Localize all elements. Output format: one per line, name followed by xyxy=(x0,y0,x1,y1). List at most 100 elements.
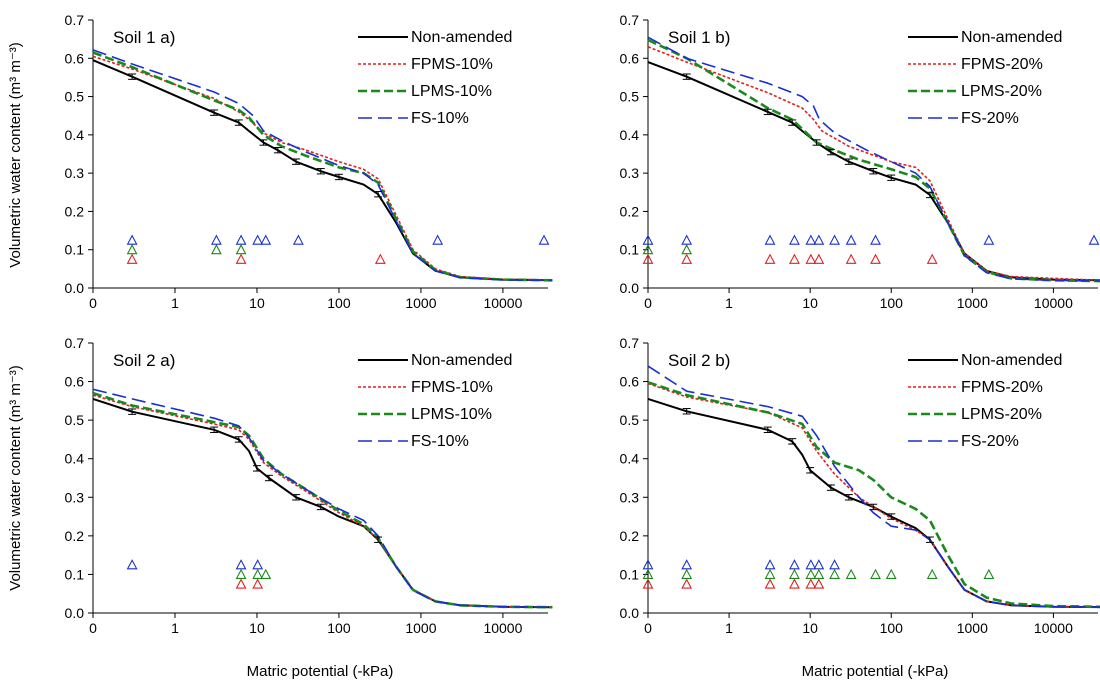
legend-label: FS-20% xyxy=(961,433,1019,450)
triangle-marker xyxy=(764,253,776,264)
triangle-marker xyxy=(805,559,817,570)
y-axis-title-top: Volumetric water content (m³ m⁻³) xyxy=(7,42,24,267)
triangle-marker xyxy=(870,568,881,579)
x-tick-label: 100 xyxy=(880,295,904,311)
triangle-marker xyxy=(235,253,247,264)
series-line-fs-10- xyxy=(92,388,553,608)
triangle-marker xyxy=(926,568,938,579)
triangle-marker xyxy=(764,234,776,245)
triangle-marker xyxy=(813,568,825,579)
legend-label: FS-20% xyxy=(961,110,1019,127)
triangle-marker xyxy=(292,234,304,245)
triangle-marker xyxy=(805,568,817,579)
legend-label: Non-amended xyxy=(961,29,1062,46)
legend-label: LPMS-20% xyxy=(961,83,1042,100)
triangle-marker xyxy=(210,244,222,255)
triangle-marker xyxy=(235,559,247,570)
triangle-marker xyxy=(681,244,693,255)
y-tick-label: 0.3 xyxy=(65,489,85,505)
y-tick-label: 0.6 xyxy=(620,374,640,390)
x-tick-label: 10 xyxy=(802,295,818,311)
y-tick-label: 0.4 xyxy=(620,127,640,143)
y-tick-label: 0.7 xyxy=(65,12,85,28)
x-tick-label: 0 xyxy=(89,295,97,311)
legend-label: Non-amended xyxy=(411,29,512,46)
x-tick-label: 1000 xyxy=(957,620,988,636)
legend-label: FPMS-10% xyxy=(411,56,493,73)
x-axis-title-left: Matric potential (-kPa) xyxy=(247,663,394,680)
series-line-lpms-20- xyxy=(647,381,1100,609)
y-tick-label: 0.2 xyxy=(620,528,640,544)
triangle-marker xyxy=(789,234,800,245)
y-tick-label: 0.7 xyxy=(65,335,85,351)
x-tick-label: 0 xyxy=(644,295,652,311)
legend-label: LPMS-10% xyxy=(411,83,492,100)
legend-label: LPMS-20% xyxy=(961,406,1042,423)
panel-title: Soil 1 a) xyxy=(113,28,175,47)
legend-label: FPMS-20% xyxy=(961,379,1043,396)
triangle-marker xyxy=(870,234,881,245)
triangle-marker xyxy=(260,234,272,245)
triangle-marker xyxy=(885,568,897,579)
panel-title: Soil 2 b) xyxy=(668,351,730,370)
triangle-marker xyxy=(681,253,693,264)
triangle-marker xyxy=(764,559,776,570)
x-tick-label: 10000 xyxy=(483,620,522,636)
y-tick-label: 0.5 xyxy=(620,89,640,105)
x-tick-label: 10000 xyxy=(1034,295,1073,311)
triangle-marker xyxy=(789,568,800,579)
triangle-marker xyxy=(235,578,247,589)
series-line-fs-20- xyxy=(647,365,1100,608)
triangle-marker xyxy=(829,559,840,570)
triangle-marker xyxy=(252,578,264,589)
y-tick-label: 0.2 xyxy=(65,203,85,219)
chart-panel-2: 0.0 0.1 0.2 0.3 0.4 0.5 0.6 0.7 0 1 10 100 1000 10000… xyxy=(620,12,1100,311)
x-tick-label: 1000 xyxy=(405,620,436,636)
triangle-marker xyxy=(642,234,654,245)
legend-label: FPMS-20% xyxy=(961,56,1043,73)
triangle-marker xyxy=(681,559,693,570)
triangle-marker xyxy=(432,234,444,245)
triangle-marker xyxy=(260,568,272,579)
y-tick-label: 0.4 xyxy=(65,127,85,143)
legend-label: FPMS-10% xyxy=(411,379,493,396)
y-tick-label: 0.1 xyxy=(620,242,640,258)
triangle-marker xyxy=(845,253,857,264)
legend-label: Non-amended xyxy=(411,352,512,369)
triangle-marker xyxy=(789,253,800,264)
y-axis-title-bottom: Volumetric water content (m³ m⁻³) xyxy=(7,365,24,590)
triangle-marker xyxy=(235,244,247,255)
triangle-marker xyxy=(805,578,817,589)
y-tick-label: 0.6 xyxy=(65,374,85,390)
triangle-marker xyxy=(252,559,264,570)
series-line-lpms-20- xyxy=(647,38,1100,283)
series-line-non-amended xyxy=(92,397,553,609)
y-tick-label: 0.2 xyxy=(620,203,640,219)
series-line-non-amended xyxy=(647,397,1100,609)
x-tick-label: 10 xyxy=(249,620,265,636)
triangle-marker xyxy=(374,253,386,264)
triangle-marker xyxy=(829,568,840,579)
x-tick-label: 1 xyxy=(725,620,733,636)
x-tick-label: 100 xyxy=(880,620,904,636)
triangle-marker xyxy=(126,253,138,264)
x-tick-label: 100 xyxy=(327,295,351,311)
x-tick-label: 10 xyxy=(802,620,818,636)
y-tick-label: 0.0 xyxy=(65,605,85,621)
triangle-marker xyxy=(813,253,825,264)
triangle-marker xyxy=(252,568,264,579)
x-tick-label: 1 xyxy=(171,620,179,636)
x-tick-label: 10000 xyxy=(1034,620,1073,636)
legend-label: Non-amended xyxy=(961,352,1062,369)
triangle-marker xyxy=(813,578,825,589)
triangle-marker xyxy=(681,234,693,245)
y-axis-title: Volumetric water content (m³ m⁻³) xyxy=(7,42,24,267)
triangle-marker xyxy=(210,234,222,245)
x-tick-label: 1 xyxy=(725,295,733,311)
series-line-fs-20- xyxy=(647,36,1100,282)
triangle-marker xyxy=(642,559,654,570)
series-line-fs-10- xyxy=(92,49,553,282)
triangle-marker xyxy=(870,253,881,264)
panel-title: Soil 1 b) xyxy=(668,28,730,47)
